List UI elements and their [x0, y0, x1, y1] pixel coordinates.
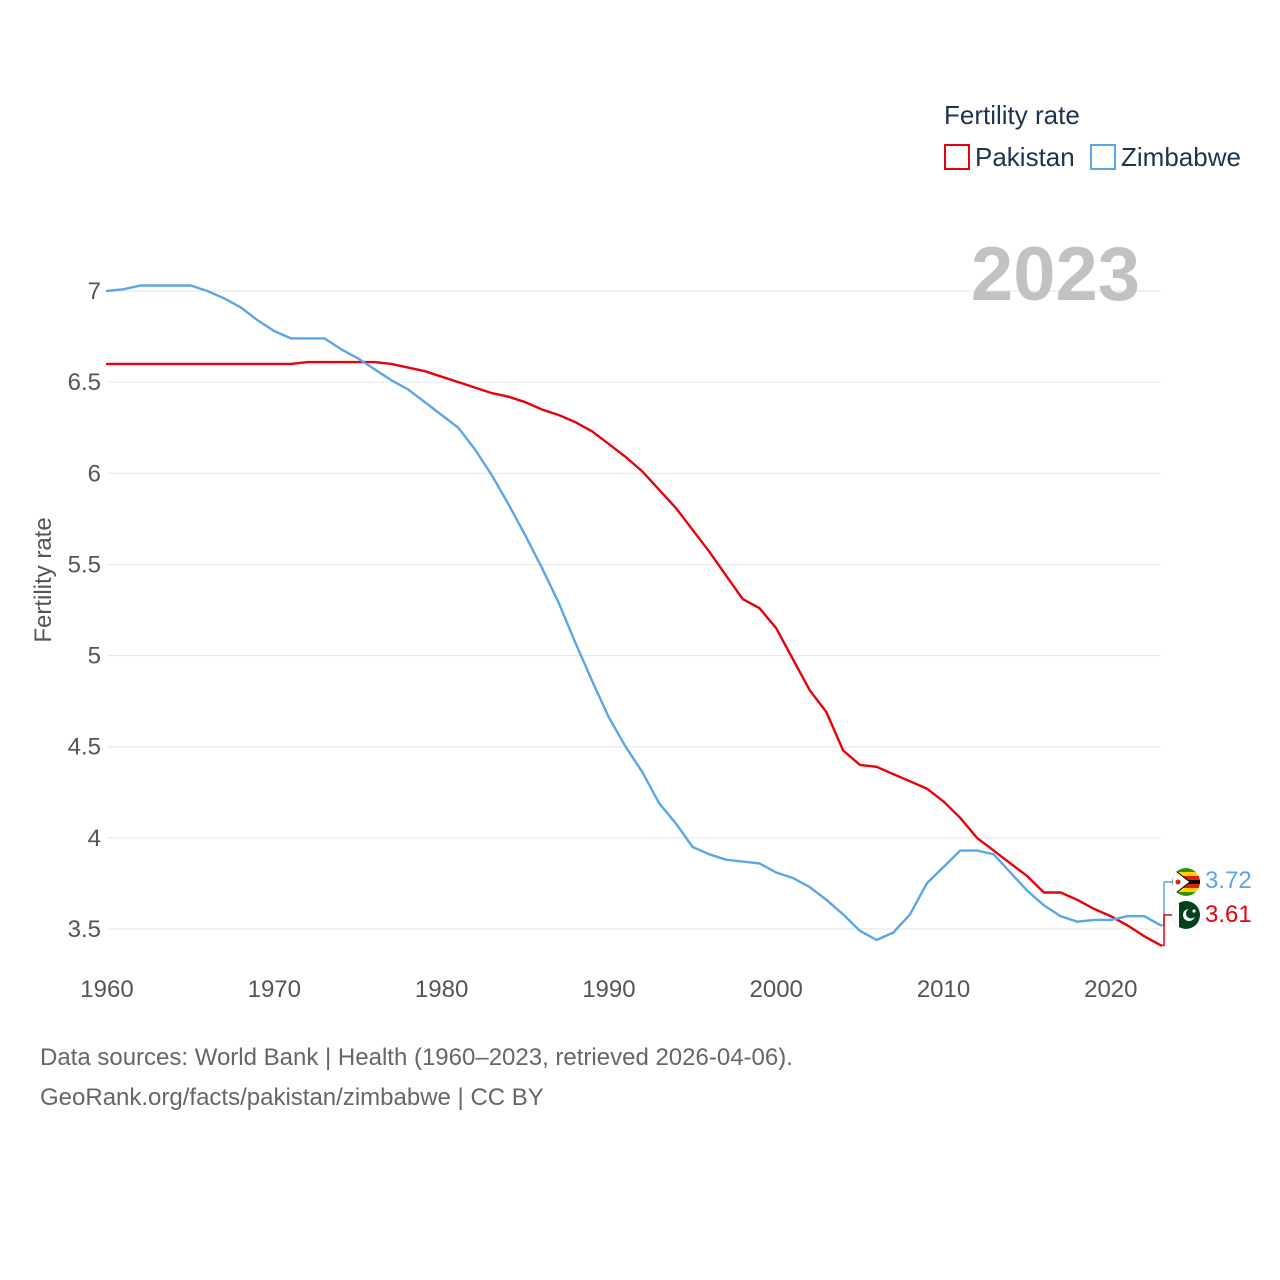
x-tick-label: 2000	[750, 976, 803, 1003]
legend-title: Fertility rate	[944, 100, 1080, 130]
legend-swatch-zimbabwe	[1090, 144, 1116, 170]
gridlines	[107, 290, 1161, 930]
series-line-zimbabwe	[105, 284, 1163, 942]
legend: Fertility rate Pakistan Zimbabwe	[944, 100, 1241, 172]
y-tick-label: 4.5	[68, 734, 101, 761]
y-tick-label: 4	[88, 825, 101, 852]
x-axis-ticks: 1960 1970 1980 1990 2000 2010 2020	[80, 976, 1137, 1003]
year-label: 2023	[971, 232, 1140, 317]
zimbabwe-end-connector	[1161, 881, 1172, 927]
y-axis-title: Fertility rate	[30, 517, 57, 642]
zimbabwe-end-value: 3.72	[1205, 867, 1252, 894]
y-tick-label: 3.5	[68, 916, 101, 943]
series-lines	[105, 284, 1163, 947]
legend-label-pakistan: Pakistan	[975, 142, 1075, 172]
pakistan-end-connector	[1161, 914, 1172, 947]
x-tick-label: 1980	[415, 976, 468, 1003]
legend-label-zimbabwe: Zimbabwe	[1121, 142, 1241, 172]
y-tick-label: 6.5	[68, 369, 101, 396]
series-line-pakistan	[105, 360, 1163, 947]
x-tick-label: 1960	[80, 976, 133, 1003]
y-tick-label: 5.5	[68, 551, 101, 578]
footer-source: Data sources: World Bank | Health (1960–…	[40, 1044, 793, 1071]
legend-swatch-pakistan	[944, 144, 970, 170]
pakistan-end-value: 3.61	[1205, 901, 1252, 928]
y-axis-ticks: 3.5 4 4.5 5 5.5 6 6.5 7	[68, 278, 101, 943]
zimbabwe-end-marker: 3.72	[1161, 867, 1252, 927]
zimbabwe-flag-icon	[1172, 868, 1200, 896]
x-tick-label: 1970	[248, 976, 301, 1003]
pakistan-flag-icon	[1172, 901, 1200, 929]
x-tick-label: 2010	[917, 976, 970, 1003]
x-tick-label: 1990	[582, 976, 635, 1003]
y-tick-label: 7	[88, 278, 101, 305]
x-tick-label: 2020	[1084, 976, 1137, 1003]
y-tick-label: 6	[88, 460, 101, 487]
footer-credit: GeoRank.org/facts/pakistan/zimbabwe | CC…	[40, 1084, 544, 1111]
line-chart: 3.5 4 4.5 5 5.5 6 6.5 7 1960 1970 1980 1990 2000 201…	[30, 100, 1252, 1003]
y-tick-label: 5	[88, 643, 101, 670]
pakistan-end-marker: 3.61	[1161, 901, 1252, 947]
